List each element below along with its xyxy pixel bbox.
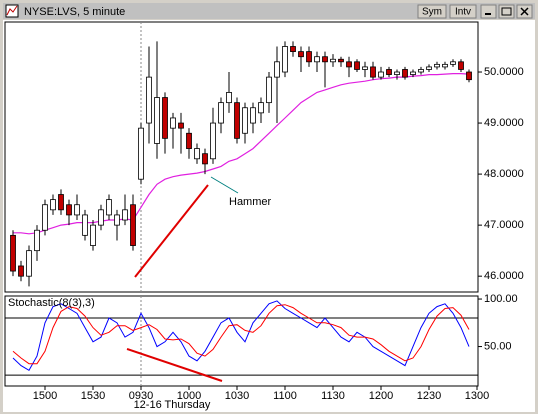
candle-body (338, 58, 344, 63)
y-tick-label: 50.0000 (484, 66, 524, 78)
y-tick-label: 46.0000 (484, 270, 524, 282)
candle-body (290, 46, 296, 53)
candle-body (410, 71, 416, 75)
candle-body (26, 250, 32, 277)
x-tick-label: 1030 (225, 390, 249, 402)
y-tick-label: 47.0000 (484, 219, 524, 231)
candle-body (10, 234, 16, 272)
candle-body (146, 76, 152, 124)
candle-body (18, 265, 24, 277)
annotation: Hammer (229, 196, 272, 208)
candle-body (218, 102, 224, 124)
maximize-button[interactable] (498, 4, 515, 19)
stochastic-panel (4, 295, 479, 387)
candle-body (106, 199, 112, 216)
candle-body (258, 102, 264, 114)
date-label: 12-16 Thursday (134, 399, 211, 411)
candle-body (394, 71, 400, 75)
candle-body (74, 204, 80, 216)
intv-button[interactable] (449, 4, 477, 19)
candle-body (98, 209, 104, 226)
close-icon (520, 7, 529, 16)
indicator-title: Stochastic(8(3),3) (8, 297, 95, 309)
candle-body (330, 58, 336, 63)
candle-body (34, 229, 40, 252)
candle-body (306, 51, 312, 63)
candle-body (322, 56, 328, 63)
moving-average (13, 73, 470, 235)
annotation-pointer (210, 176, 239, 194)
candle-body (242, 107, 248, 134)
candle-body (114, 214, 120, 226)
candle-body (90, 224, 96, 246)
candle-body (282, 46, 288, 73)
candle-body (274, 61, 280, 78)
divergence-line (126, 348, 223, 382)
title-bar (3, 3, 535, 19)
candle-body (418, 69, 424, 73)
candle-body (50, 199, 56, 211)
x-tick-label: 1230 (417, 390, 441, 402)
candle-body (250, 107, 256, 124)
x-tick-label: 1530 (81, 390, 105, 402)
candle-body (178, 122, 184, 129)
candle-body (434, 63, 440, 68)
sym-button-label[interactable]: Sym (422, 7, 442, 18)
x-tick-label: 0930 (129, 390, 153, 402)
candle-body (82, 214, 88, 236)
candle-body (402, 69, 408, 78)
candle-body (194, 148, 200, 160)
y-tick-label: 50.00 (484, 340, 512, 352)
x-tick-label: 1000 (177, 390, 201, 402)
trend-line (134, 184, 209, 278)
x-tick-label: 1100 (273, 390, 297, 402)
candle-body (354, 61, 360, 70)
y-tick-label: 48.0000 (484, 168, 524, 180)
candle-body (442, 63, 448, 68)
candle-body (266, 76, 272, 104)
candle-body (42, 204, 48, 231)
candle-body (130, 204, 136, 246)
minimize-button[interactable] (480, 4, 497, 19)
sym-button[interactable] (417, 4, 447, 19)
candle-body (154, 97, 160, 144)
x-tick-label: 1130 (321, 390, 345, 402)
candle-body (458, 61, 464, 70)
candle-body (186, 132, 192, 149)
candle-body (226, 92, 232, 104)
intv-button-label[interactable]: Intv (455, 7, 471, 18)
candle-body (370, 66, 376, 78)
candle-body (170, 117, 176, 129)
y-tick-label: 49.0000 (484, 117, 524, 129)
candle-body (314, 56, 320, 63)
candle-body (466, 71, 472, 81)
window-icon-line (6, 5, 18, 16)
candle-body (362, 66, 368, 70)
x-tick-label: 1200 (369, 390, 393, 402)
indicator-line (12, 300, 470, 371)
x-tick-label: 1300 (465, 390, 489, 402)
candle-body (450, 61, 456, 65)
candle-body (202, 153, 208, 165)
candle-body (162, 97, 168, 139)
candle-body (58, 194, 64, 211)
price-panel (4, 21, 479, 293)
candle-body (138, 127, 144, 180)
candle-body (386, 69, 392, 75)
window-title: NYSE:LVS, 5 minute (24, 6, 125, 18)
candle-body (122, 209, 128, 221)
y-tick-label: 100.00 (484, 293, 518, 305)
candle-body (298, 51, 304, 58)
maximize-icon (501, 7, 512, 16)
candle-body (378, 71, 384, 78)
candle-body (426, 66, 432, 70)
candle-body (210, 122, 216, 160)
candle-body (66, 204, 72, 216)
candle-body (234, 102, 240, 139)
x-tick-label: 1500 (33, 390, 57, 402)
candle-body (346, 61, 352, 68)
indicator-line (12, 304, 470, 365)
